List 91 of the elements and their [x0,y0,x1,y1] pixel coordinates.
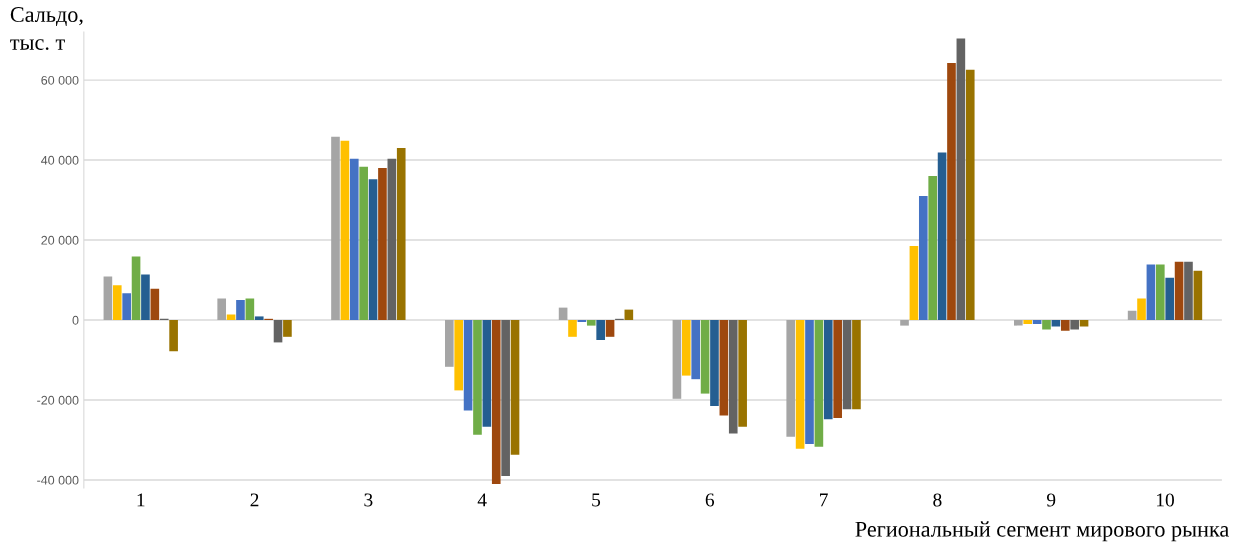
bar [226,314,236,321]
bar [805,320,814,444]
bar [331,136,340,321]
bar [719,320,729,416]
bar [169,320,178,352]
bar [909,246,919,321]
bar [833,320,842,418]
bar [842,320,852,410]
bar [1127,310,1137,321]
bar [482,320,492,427]
bar [444,320,454,367]
bar [112,285,122,321]
bar [700,320,710,394]
bar [103,276,113,321]
x-tick-label: 2 [250,493,259,507]
bar [947,62,956,321]
bar [596,320,605,341]
x-tick-label: 9 [1046,493,1056,507]
bar [1165,277,1175,321]
bar [378,168,387,321]
bar [217,298,227,321]
bar [283,320,292,337]
bar [586,320,596,326]
x-tick-label: 10 [1156,493,1174,507]
x-tick-label: 7 [820,493,828,507]
bar [823,320,833,420]
bar [852,320,861,410]
bar [956,38,966,321]
bar [814,320,824,447]
bar [795,320,805,449]
bar [568,320,577,337]
bar [937,152,947,321]
bar [1032,320,1042,325]
bar [1042,320,1051,330]
bar [122,293,131,321]
bar [1137,298,1146,321]
bar [918,196,928,321]
bar [387,158,397,321]
bar [728,320,738,434]
bar [273,320,283,343]
x-tick-label: 5 [592,493,601,507]
y-tick-label: 20 000 [41,235,79,245]
bar [786,320,796,437]
bar [1193,270,1203,321]
x-tick-label: 8 [933,493,942,507]
bar [672,320,682,399]
bar [1174,261,1184,321]
bar [900,320,909,326]
bar [491,320,501,484]
x-tick-label: 4 [477,493,487,507]
y-tick-label: 40 000 [41,155,79,165]
bar [738,320,747,427]
bar [558,307,568,321]
bar [473,320,482,435]
bar [368,179,378,321]
bar [1184,261,1193,321]
bar [236,300,245,321]
y-tick-label: -20 000 [37,395,79,405]
x-axis-title: Региональный сегмент мирового рынка [855,521,1229,542]
bar [340,140,350,321]
bar [254,316,264,321]
bar [359,166,368,321]
x-tick-label: 1 [137,493,145,507]
bar [141,274,150,321]
bar [1023,320,1033,325]
x-tick-label: 3 [364,493,373,507]
x-tick-label: 6 [705,493,715,507]
bar [131,256,141,321]
y-tick-label: 0 [72,315,79,325]
bar [605,320,615,337]
bar [1014,320,1023,326]
y-axis-title: Сальдо, тыс. т [10,7,83,50]
bar [1060,320,1070,331]
bar [501,320,510,476]
bar [681,320,691,376]
bar [928,176,938,321]
bar [510,320,520,455]
bar [245,298,255,321]
bar [349,158,359,321]
bar [1155,264,1165,321]
bar [463,320,473,411]
bar [1070,320,1079,330]
y-tick-label: -40 000 [37,475,79,485]
bar [1146,264,1156,321]
bar [454,320,464,391]
bar [150,288,160,321]
bar [710,320,719,406]
y-tick-label: 60 000 [41,75,79,85]
bar [396,148,406,321]
bar [691,320,701,380]
bar [965,69,975,321]
